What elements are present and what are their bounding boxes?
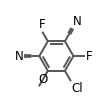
Text: F: F <box>86 50 92 63</box>
Text: N: N <box>73 15 82 28</box>
Text: Cl: Cl <box>71 82 83 95</box>
Text: F: F <box>39 18 45 31</box>
Text: N: N <box>15 50 24 63</box>
Text: O: O <box>38 73 47 86</box>
